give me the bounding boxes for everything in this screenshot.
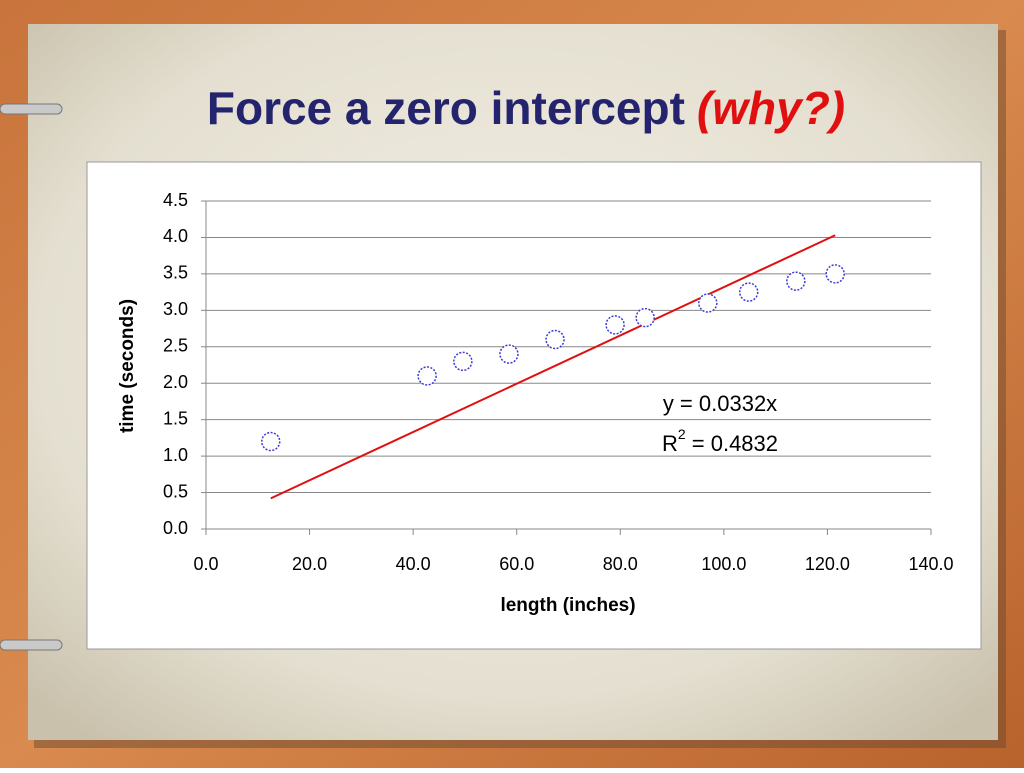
data-point bbox=[738, 282, 759, 302]
y-tick-label: 4.5 bbox=[163, 190, 188, 210]
y-tick-label: 2.0 bbox=[163, 372, 188, 392]
data-point bbox=[417, 366, 437, 386]
data-point bbox=[825, 264, 845, 284]
data-point bbox=[545, 329, 565, 350]
x-tick-label: 0.0 bbox=[193, 554, 218, 574]
title-text: Force a zero intercept bbox=[207, 82, 685, 134]
y-tick-label: 3.0 bbox=[163, 299, 188, 319]
binder-rings bbox=[0, 103, 63, 651]
y-tick-label: 0.0 bbox=[163, 518, 188, 538]
ring bbox=[0, 103, 63, 115]
x-tick-label: 80.0 bbox=[603, 554, 638, 574]
y-tick-label: 0.5 bbox=[163, 481, 188, 501]
title-emphasis: (why?) bbox=[697, 82, 845, 134]
y-tick-label: 2.5 bbox=[163, 336, 188, 356]
r-superscript: 2 bbox=[678, 426, 686, 442]
data-point bbox=[453, 351, 473, 372]
r-squared: R2 = 0.4832 bbox=[662, 426, 778, 456]
x-tick-label: 60.0 bbox=[499, 554, 534, 574]
x-tick-label: 120.0 bbox=[805, 554, 850, 574]
y-tick-label: 1.5 bbox=[163, 408, 188, 428]
data-point bbox=[786, 271, 806, 291]
y-tick-label: 1.0 bbox=[163, 445, 188, 465]
r-value: = 0.4832 bbox=[686, 431, 778, 456]
x-tick-label: 100.0 bbox=[701, 554, 746, 574]
x-tick-label: 40.0 bbox=[396, 554, 431, 574]
data-point bbox=[260, 431, 281, 452]
y-axis-label: time (seconds) bbox=[117, 299, 138, 433]
trend-equation: y = 0.0332x bbox=[663, 391, 777, 416]
data-point bbox=[605, 315, 625, 335]
r-symbol: R bbox=[662, 431, 678, 456]
chart-area bbox=[86, 161, 982, 650]
x-axis-label: length (inches) bbox=[500, 595, 635, 616]
ring bbox=[0, 639, 63, 651]
data-point bbox=[698, 293, 718, 313]
slide-title: Force a zero intercept (why?) bbox=[207, 82, 845, 134]
y-tick-label: 3.5 bbox=[163, 263, 188, 283]
x-tick-label: 140.0 bbox=[908, 554, 953, 574]
data-point bbox=[635, 307, 655, 328]
trendline bbox=[270, 234, 836, 500]
data-point bbox=[499, 344, 519, 364]
y-tick-label: 4.0 bbox=[163, 226, 188, 246]
plot: 0.0 0.5 1.0 1.5 2.0 2.5 3.0 3.5 4.0 4.5 0.0 20.0 40.… bbox=[163, 190, 954, 574]
x-tick-label: 20.0 bbox=[292, 554, 327, 574]
